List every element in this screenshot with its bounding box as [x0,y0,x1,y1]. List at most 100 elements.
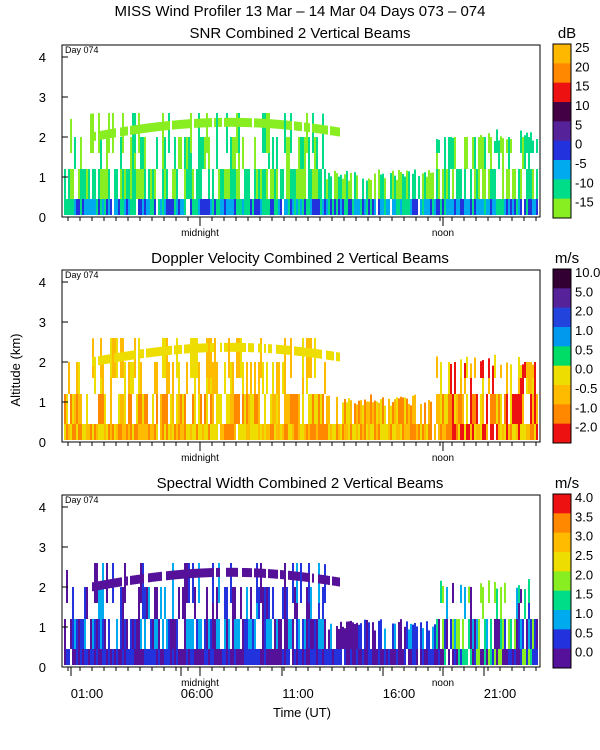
data-column [120,169,122,199]
data-column [150,619,152,649]
data-column [246,424,248,440]
x-tick-label: 11:00 [282,686,314,701]
data-column [482,169,484,199]
data-column [462,424,464,440]
data-column [156,122,158,132]
data-column [124,351,126,361]
data-column [234,137,236,169]
colorbar-frame [552,268,572,444]
data-column [134,125,136,135]
data-column [366,619,368,649]
data-column [482,137,484,169]
data-column [108,579,110,589]
data-column [194,338,196,378]
data-column [354,424,356,440]
data-column [516,424,518,440]
data-column [194,587,196,619]
data-column [186,344,188,354]
data-column [200,424,202,440]
data-column [466,356,468,378]
data-column [366,199,368,215]
data-column [452,394,454,424]
figure-title: MISS Wind Profiler 13 Mar – 14 Mar 04 Da… [114,3,485,20]
data-column [176,345,178,355]
data-column [106,649,108,665]
data-column [230,137,232,169]
data-column [204,619,206,649]
data-column [278,199,280,215]
data-column [252,619,254,649]
data-column [426,199,428,215]
data-column [322,587,324,619]
data-column [258,649,260,665]
data-column [284,424,286,440]
data-column [300,563,302,603]
data-column [520,619,522,649]
data-column [172,199,174,215]
data-column [210,619,212,649]
colorbar-segment [553,513,571,534]
data-column [474,424,476,440]
data-column [518,649,520,665]
data-column [100,580,102,590]
colorbar-label: 15 [575,79,589,94]
data-column [466,199,468,215]
data-column [244,568,246,578]
data-column [80,199,82,215]
data-column [130,350,132,360]
data-column [80,424,82,440]
data-column [412,649,414,665]
data-column [80,619,82,649]
data-column [464,587,466,619]
data-column [190,119,192,129]
data-column [136,169,138,199]
data-column [276,362,278,394]
data-column [486,619,488,649]
data-column [390,424,392,440]
data-column [348,398,350,424]
data-column [438,169,440,199]
data-column [518,357,520,378]
data-column [234,567,236,577]
y-tick-label: 3 [39,90,46,105]
data-column [124,199,126,215]
data-column [454,394,456,424]
data-column [152,649,154,665]
data-column [294,424,296,440]
data-column [72,424,74,440]
data-column [138,394,140,424]
data-column [242,117,244,127]
data-column [310,338,312,378]
data-column [244,118,246,128]
data-column [322,649,324,665]
data-column [206,343,208,353]
data-column [454,199,456,215]
data-column [484,424,486,440]
y-axis-label: Altitude (km) [8,334,23,407]
data-column [256,563,258,603]
data-column [484,169,486,199]
data-column [308,424,310,440]
data-column [458,394,460,424]
data-column [454,649,456,665]
data-column [250,568,252,578]
data-column [312,424,314,440]
data-column [116,199,118,215]
data-column [392,623,394,649]
data-column [114,353,116,363]
data-column [138,587,140,619]
data-column [190,569,192,579]
data-column [140,394,142,424]
data-column [350,649,352,665]
data-column [336,577,338,587]
data-column [146,424,148,440]
data-column [494,619,496,649]
data-column [370,394,372,424]
data-column [284,563,286,603]
data-column [378,169,380,199]
data-column [170,424,172,440]
data-column [138,619,140,649]
data-column [310,394,312,424]
data-column [156,362,158,394]
data-column [64,649,66,665]
